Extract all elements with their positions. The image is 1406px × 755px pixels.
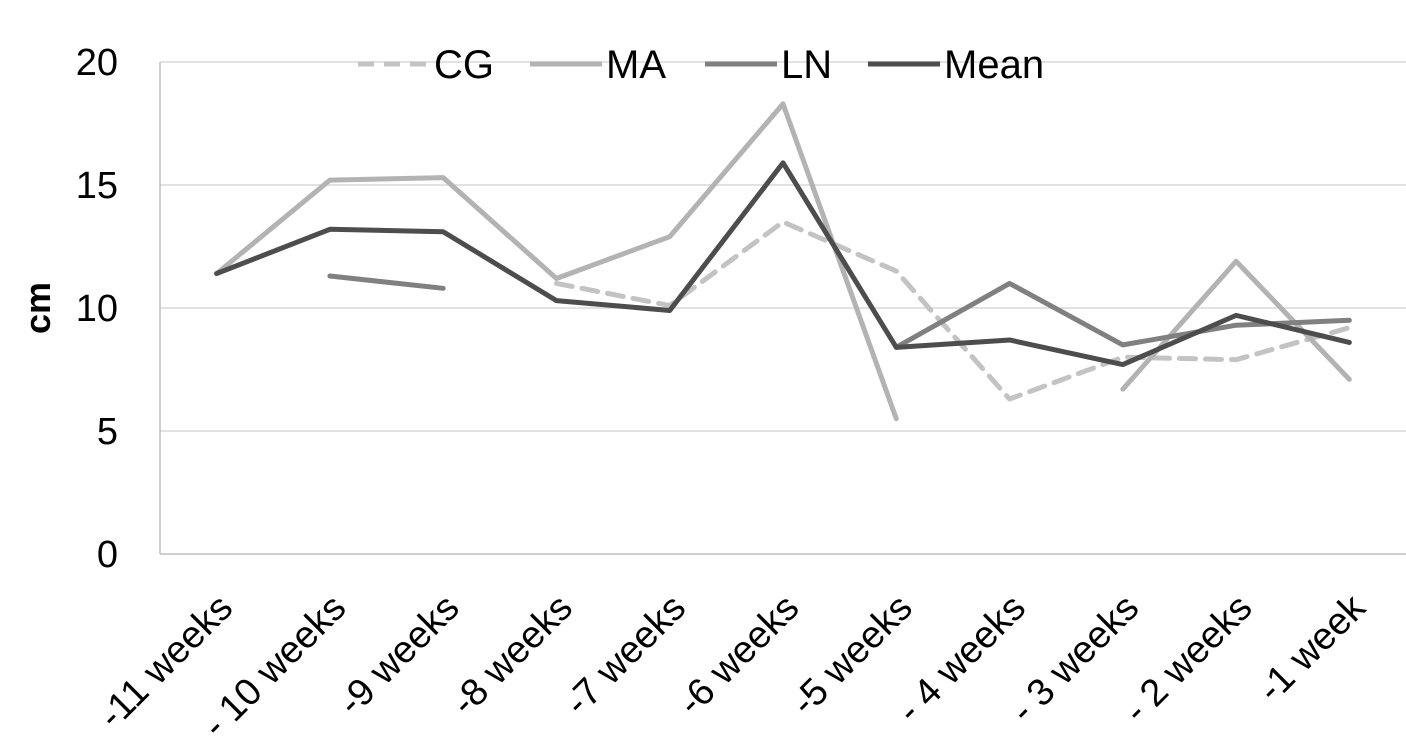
series-line-mean (214, 160, 1352, 368)
y-axis-title: cm (17, 282, 58, 334)
series-lines (214, 101, 1352, 422)
legend-label-mean: Mean (944, 43, 1044, 87)
legend-label-ln: LN (781, 43, 832, 87)
legend: CG MA LN Mean (358, 43, 1044, 87)
x-tick-label: -6 weeks (670, 587, 807, 724)
series-line-ln (327, 273, 446, 291)
x-tick-labels: -11 weeks- 10 weeks-9 weeks-8 weeks-7 we… (91, 586, 1375, 746)
y-tick-label: 0 (97, 534, 118, 576)
x-tick-label: -1 week (1250, 586, 1374, 710)
series-line-ln (893, 280, 1352, 350)
x-tick-label: -7 weeks (557, 587, 694, 724)
series-line-cg (553, 219, 1352, 402)
y-tick-labels: 0 5 10 15 20 (76, 42, 118, 576)
y-tick-label: 5 (97, 411, 118, 453)
grid-lines (159, 61, 1406, 555)
series-line-ma (214, 101, 899, 422)
y-tick-label: 20 (76, 42, 118, 84)
legend-label-cg: CG (434, 43, 494, 87)
y-tick-label: 10 (76, 288, 118, 330)
x-tick-label: -8 weeks (444, 587, 581, 724)
y-tick-label: 15 (76, 165, 118, 207)
legend-label-ma: MA (606, 43, 666, 87)
x-tick-label: -9 weeks (330, 587, 467, 724)
